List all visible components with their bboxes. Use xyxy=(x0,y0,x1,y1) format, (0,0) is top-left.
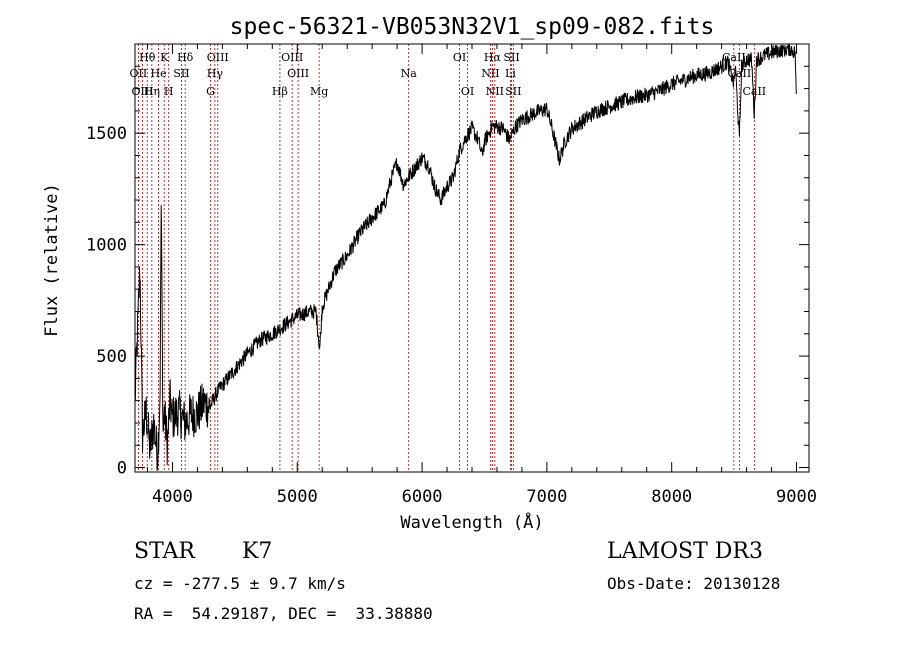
spectral-line-label: Hγ xyxy=(207,67,224,80)
plot-frame xyxy=(134,43,810,473)
x-tick-label: 9000 xyxy=(776,487,817,507)
spectral-line-label: Na xyxy=(401,67,418,80)
y-axis-label: Flux (relative) xyxy=(42,183,62,337)
spectrum-line xyxy=(134,44,797,471)
spectral-line-label: Li xyxy=(505,67,516,80)
spectral-line-label: SII xyxy=(173,67,189,80)
spectral-line-label: H xyxy=(164,85,174,98)
survey-name: LAMOST DR3 xyxy=(607,539,763,564)
spectral-line-label: OI xyxy=(461,85,474,98)
spectral-line-label: OI xyxy=(453,51,466,64)
spectral-line-markers xyxy=(137,44,755,472)
spectral-line-label: SII xyxy=(505,85,521,98)
x-tick-label: 4000 xyxy=(152,487,193,507)
spectral-line-label: Hη xyxy=(144,85,160,98)
object-class: STAR xyxy=(134,539,195,564)
spectral-line-label: K xyxy=(160,51,169,64)
axis-ticks xyxy=(135,44,809,472)
spectral-line-label: NII xyxy=(481,67,499,80)
spectral-line-label: He xyxy=(151,67,167,80)
x-tick-label: 5000 xyxy=(277,487,318,507)
spectral-line-label: Hβ xyxy=(272,85,288,98)
spectral-line-label: G xyxy=(206,85,215,98)
spectral-line-label: Hθ xyxy=(139,51,156,64)
chart-title: spec-56321-VB053N32V1_sp09-082.fits xyxy=(230,14,715,40)
spectral-line-label: OII xyxy=(130,67,148,80)
redshift-cz: cz = -277.5 ± 9.7 km/s xyxy=(134,574,346,593)
spectral-line-label: CaII xyxy=(742,85,766,98)
ra-dec-coordinates: RA = 54.29187, DEC = 33.38880 xyxy=(134,604,433,623)
object-subclass: K7 xyxy=(242,539,273,564)
spectral-line-label: NII xyxy=(486,85,504,98)
x-axis-label: Wavelength (Å) xyxy=(400,511,543,533)
spectral-line-label: SII xyxy=(503,51,519,64)
spectral-line-label: Mg xyxy=(310,85,328,98)
spectral-line-label: Hδ xyxy=(177,51,194,64)
y-tick-label: 1000 xyxy=(86,236,127,256)
observation-date: Obs-Date: 20130128 xyxy=(607,574,781,593)
y-tick-label: 1500 xyxy=(86,124,127,144)
spectral-line-label: OIII xyxy=(287,67,309,80)
y-tick-label: 0 xyxy=(117,459,127,479)
axis-tick-labels: 4000 5000 6000 7000 8000 9000 0 500 1000 1500 xyxy=(86,124,817,507)
x-tick-label: 6000 xyxy=(402,487,443,507)
x-tick-label: 7000 xyxy=(526,487,567,507)
x-tick-label: 8000 xyxy=(651,487,692,507)
y-tick-label: 500 xyxy=(96,347,127,367)
spectral-line-label: OIII xyxy=(281,51,303,64)
spectral-line-label: OIII xyxy=(207,51,229,64)
spectral-line-label: Hα xyxy=(484,51,502,64)
